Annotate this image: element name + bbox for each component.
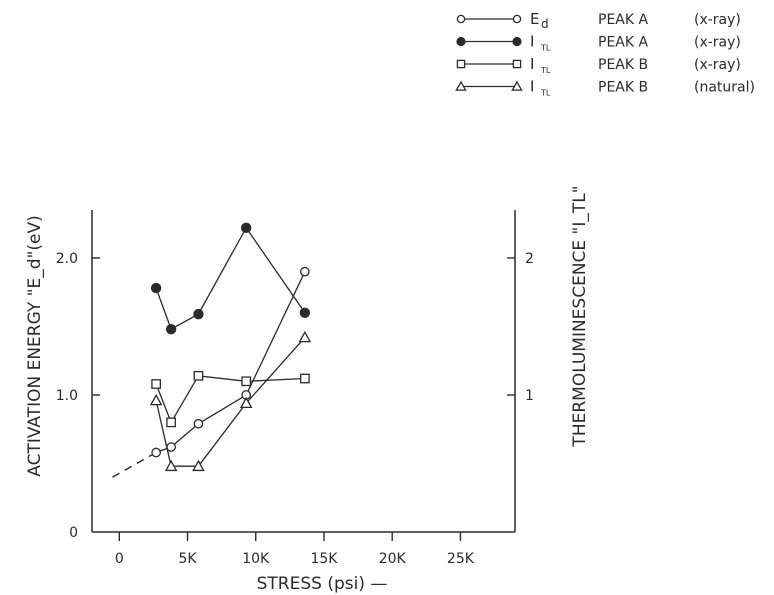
series-0-point	[151, 447, 161, 458]
legend-peak: PEAK B	[598, 80, 648, 96]
series-1-point	[240, 222, 252, 234]
legend-symbol: I	[530, 78, 534, 96]
legend-marker	[512, 36, 522, 47]
legend-subscript: TL	[540, 44, 551, 53]
x-axis-label: STRESS (psi) —	[257, 574, 388, 594]
legend-symbol: I	[530, 55, 534, 73]
legend-marker	[511, 80, 523, 91]
series-2	[151, 370, 310, 428]
series-2-point	[241, 376, 252, 387]
x-tick-label: 10K	[242, 551, 270, 567]
series-2-point	[300, 373, 310, 384]
series-2-point	[151, 379, 161, 389]
y-right-tick-label: 2	[525, 251, 534, 267]
legend-condition: (x-ray)	[694, 35, 741, 51]
series-layer	[112, 222, 312, 478]
x-tick-label: 0	[115, 551, 124, 567]
series-1-point	[299, 307, 311, 318]
series-1-point	[193, 308, 204, 320]
legend-subscript: TL	[540, 89, 551, 98]
series-3-point	[298, 330, 312, 343]
legend-condition: (x-ray)	[694, 57, 741, 73]
series-0-point	[300, 266, 310, 277]
legend-peak: PEAK A	[598, 35, 648, 51]
x-tick-label: 25K	[447, 551, 475, 567]
series-0-extrapolation	[112, 451, 157, 478]
y-left-tick-label: 0	[69, 525, 78, 541]
legend-marker	[512, 59, 522, 69]
legend-symbol: E	[530, 10, 539, 28]
legend-peak: PEAK A	[598, 12, 648, 28]
series-2-line	[155, 375, 305, 424]
legend-peak: PEAK B	[598, 57, 648, 73]
series-1-line	[155, 226, 306, 331]
y-axis-left-label: ACTIVATION ENERGY "E_d"(eV)	[25, 215, 45, 477]
x-tick-label: 20K	[379, 551, 407, 567]
series-2-point	[166, 417, 176, 428]
y-left-ticks: 0 1.0 2.0	[56, 251, 100, 541]
series-2-point	[193, 370, 204, 381]
series-3-point	[149, 393, 163, 406]
legend-marker	[456, 59, 466, 69]
y-right-ticks: 12	[507, 251, 534, 404]
series-3-point	[239, 396, 253, 409]
legend-symbol: I	[530, 33, 534, 51]
series-3-point	[192, 459, 205, 472]
axes	[91, 210, 516, 533]
series-0-point	[193, 418, 204, 429]
legend-subscript: d	[541, 17, 549, 31]
series-0	[112, 266, 310, 478]
y-left-tick-label: 2.0	[56, 251, 78, 267]
series-3	[149, 330, 312, 472]
y-left-tick-label: 1.0	[56, 388, 78, 404]
legend-marker	[456, 14, 466, 24]
series-3-line	[155, 336, 306, 467]
legend-entry-1: I TL PEAK A (x-ray)	[456, 33, 741, 53]
legend-marker	[512, 14, 522, 24]
legend-entry-3: I TL PEAK B (natural)	[455, 78, 755, 98]
series-1-point	[165, 324, 177, 335]
y-axis-right-label: THERMOLUMINESCENCE "I_TL"	[570, 185, 590, 447]
x-tick-label: 15K	[310, 551, 338, 567]
legend-marker	[456, 36, 466, 47]
legend-condition: (natural)	[694, 80, 755, 96]
x-tick-label: 5K	[178, 551, 197, 567]
legend-entry-2: I TL PEAK B (x-ray)	[456, 55, 741, 75]
series-1	[150, 222, 311, 335]
series-3-point	[164, 459, 178, 472]
legend-subscript: TL	[540, 66, 551, 75]
series-0-point	[166, 442, 176, 452]
series-1-point	[150, 282, 162, 294]
y-right-tick-label: 1	[525, 388, 534, 404]
x-ticks: 0 5K 10K 15K 20K 25K	[115, 532, 475, 567]
legend-marker	[455, 80, 467, 91]
legend-condition: (x-ray)	[694, 12, 741, 28]
